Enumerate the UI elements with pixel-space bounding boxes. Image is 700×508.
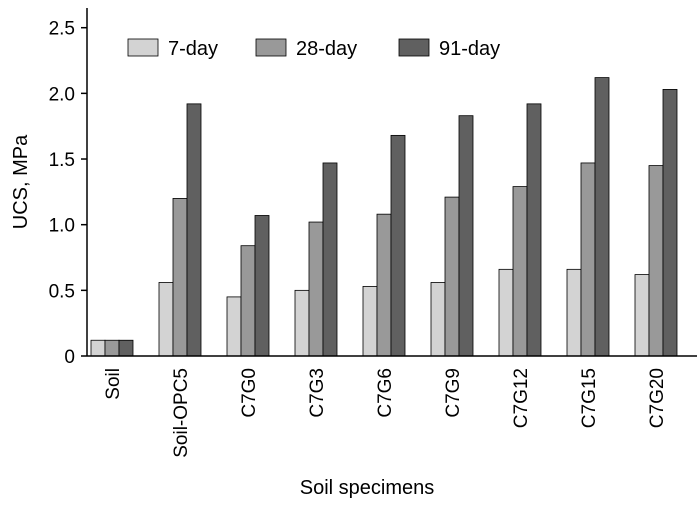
x-axis-title: Soil specimens (300, 477, 435, 499)
bar-7-day-C7G20 (634, 274, 650, 357)
bar-7-day-C7G9 (430, 282, 446, 357)
axes-layer (86, 8, 697, 357)
bars-layer (90, 77, 678, 357)
bar-91-day-C7G3 (322, 162, 338, 357)
bar-7-day-C7G3 (294, 289, 310, 357)
legend-label: 91-day (439, 38, 500, 60)
bar-7-day-Soil (90, 339, 106, 357)
x-tick-label: C7G12 (511, 368, 532, 428)
y-ticks: 0 0.5 1.0 1.5 2.0 2.5 (49, 19, 87, 368)
bar-91-day-C7G12 (526, 103, 542, 357)
legend-swatch-28-day (255, 38, 287, 57)
y-axis-title: UCS, MPa (10, 134, 32, 229)
y-tick-label: 0 (64, 347, 75, 368)
bar-28-day-C7G9 (444, 196, 460, 357)
bar-91-day-C7G6 (390, 134, 406, 357)
y-tick-label: 1.5 (49, 150, 75, 171)
legend: 7-day 28-day 91-day (127, 38, 500, 60)
legend-swatch-91-day (398, 38, 430, 57)
x-tick-label: C7G15 (579, 368, 600, 428)
y-tick-label: 2.0 (49, 84, 75, 105)
y-tick-label: 0.5 (49, 281, 75, 302)
x-tick-label: C7G0 (239, 368, 260, 418)
bar-7-day-Soil-OPC5 (158, 282, 174, 357)
legend-swatch-7-day (127, 38, 159, 57)
bar-28-day-C7G15 (580, 162, 596, 357)
bar-91-day-C7G15 (594, 77, 610, 357)
x-tick-label: C7G6 (375, 368, 396, 418)
x-tick-label: Soil (103, 368, 124, 400)
bar-91-day-C7G9 (458, 115, 474, 357)
bar-28-day-C7G20 (648, 165, 664, 357)
bar-28-day-C7G6 (376, 213, 392, 357)
bar-28-day-C7G3 (308, 221, 324, 357)
bar-91-day-Soil-OPC5 (186, 103, 202, 357)
bar-7-day-C7G0 (226, 296, 242, 357)
bar-7-day-C7G6 (362, 285, 378, 357)
bar-91-day-C7G0 (254, 215, 270, 357)
y-tick-label: 2.5 (49, 19, 75, 40)
bar-28-day-Soil-OPC5 (172, 198, 188, 357)
bar-91-day-Soil (118, 339, 134, 357)
x-tick-label: C7G9 (443, 368, 464, 418)
legend-label: 28-day (296, 38, 357, 60)
x-ticks: Soil Soil-OPC5 C7G0 C7G3 C7G6 C7G9 C7G12 C7G15 C… (103, 368, 668, 458)
x-tick-label: C7G3 (307, 368, 328, 418)
bar-28-day-C7G12 (512, 186, 528, 357)
bar-7-day-C7G15 (566, 268, 582, 357)
bar-28-day-Soil (104, 339, 120, 357)
x-tick-label: Soil-OPC5 (171, 368, 192, 458)
bar-91-day-C7G20 (662, 89, 678, 357)
bar-28-day-C7G0 (240, 245, 256, 357)
legend-label: 7-day (168, 38, 218, 60)
bar-7-day-C7G12 (498, 268, 514, 357)
y-tick-label: 1.0 (49, 216, 75, 237)
x-tick-label: C7G20 (647, 368, 668, 428)
